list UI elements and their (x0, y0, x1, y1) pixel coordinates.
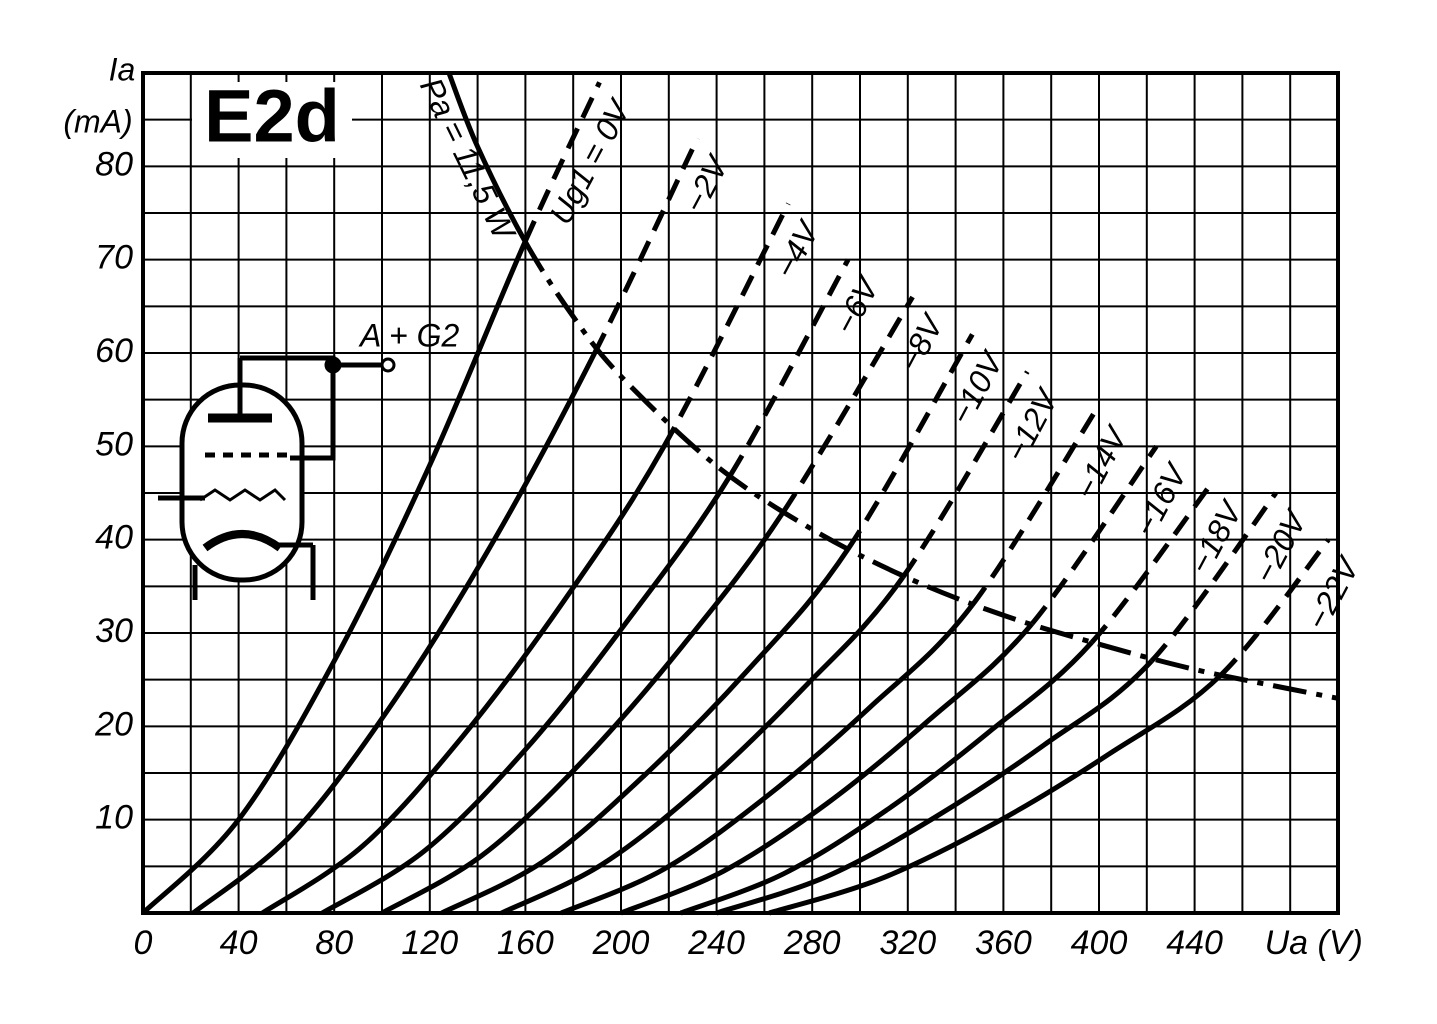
junction-dot (324, 356, 342, 374)
characteristic-curve (1219, 538, 1331, 677)
characteristic-curve (1089, 482, 1214, 645)
x-tick-label: 0 (134, 924, 153, 962)
curves (141, 72, 1339, 916)
characteristic-curve (728, 258, 851, 476)
tube-grid1 (199, 488, 287, 502)
tube-cathode (202, 530, 283, 552)
ylabel-bg (95, 55, 141, 145)
y-tick-label: 10 (95, 799, 133, 837)
tube-symbol (158, 355, 396, 600)
x-tick-label: 360 (975, 924, 1032, 962)
characteristic-curve (1149, 491, 1278, 663)
grid (142, 72, 1339, 914)
x-tick-label: 400 (1071, 924, 1128, 962)
x-tick-label: 320 (879, 924, 936, 962)
x-tick-label: 200 (592, 924, 650, 962)
y-tick-label: 20 (94, 705, 133, 743)
characteristic-curve (141, 239, 528, 915)
y-tick-label: 60 (95, 332, 133, 370)
characteristic-curve (1030, 444, 1159, 626)
x-tick-label: 40 (220, 924, 258, 962)
characteristic-curve (191, 351, 597, 915)
plot-frame (141, 71, 1340, 915)
x-tick-label: 240 (687, 924, 745, 962)
characteristic-curve (592, 137, 700, 355)
y-tick-label: 70 (95, 239, 133, 277)
characteristic-curve (768, 673, 1223, 916)
characteristic-curve (679, 640, 1094, 916)
y-axis-symbol: Ia (109, 51, 136, 87)
characteristic-curve (715, 659, 1154, 916)
characteristic-curve (620, 622, 1035, 916)
characteristic-curve (900, 370, 1030, 579)
characteristic-curve (661, 202, 791, 448)
power-curve (523, 240, 1339, 701)
x-tick-label: 80 (315, 924, 353, 962)
x-tick-label: 160 (497, 924, 554, 962)
terminal (380, 357, 396, 373)
title-box (192, 82, 352, 158)
x-axis-label: Ua (V) (1265, 924, 1363, 962)
y-tick-label: 30 (95, 612, 133, 650)
y-axis-unit: (mA) (63, 103, 132, 139)
y-tick-label: 50 (95, 425, 133, 463)
characteristic-curve (380, 510, 786, 916)
characteristic-curve (523, 81, 602, 243)
x-tick-label: 280 (783, 924, 841, 962)
characteristic-curve (440, 547, 851, 916)
y-tick-label: 40 (95, 519, 133, 557)
characteristic-curve (970, 407, 1099, 607)
x-tick-label: 120 (401, 924, 458, 962)
characteristic-curve (261, 445, 667, 916)
y-tick-label: 80 (95, 145, 133, 183)
x-tick-label: 440 (1166, 924, 1223, 962)
anode-wire (240, 355, 336, 461)
characteristic-curve (560, 603, 975, 916)
chart-title: E2d (204, 75, 340, 158)
circuit-label: A + G2 (358, 317, 460, 353)
power-curve (446, 72, 528, 244)
characteristic-curve (500, 575, 906, 916)
characteristic-curve (320, 473, 734, 916)
